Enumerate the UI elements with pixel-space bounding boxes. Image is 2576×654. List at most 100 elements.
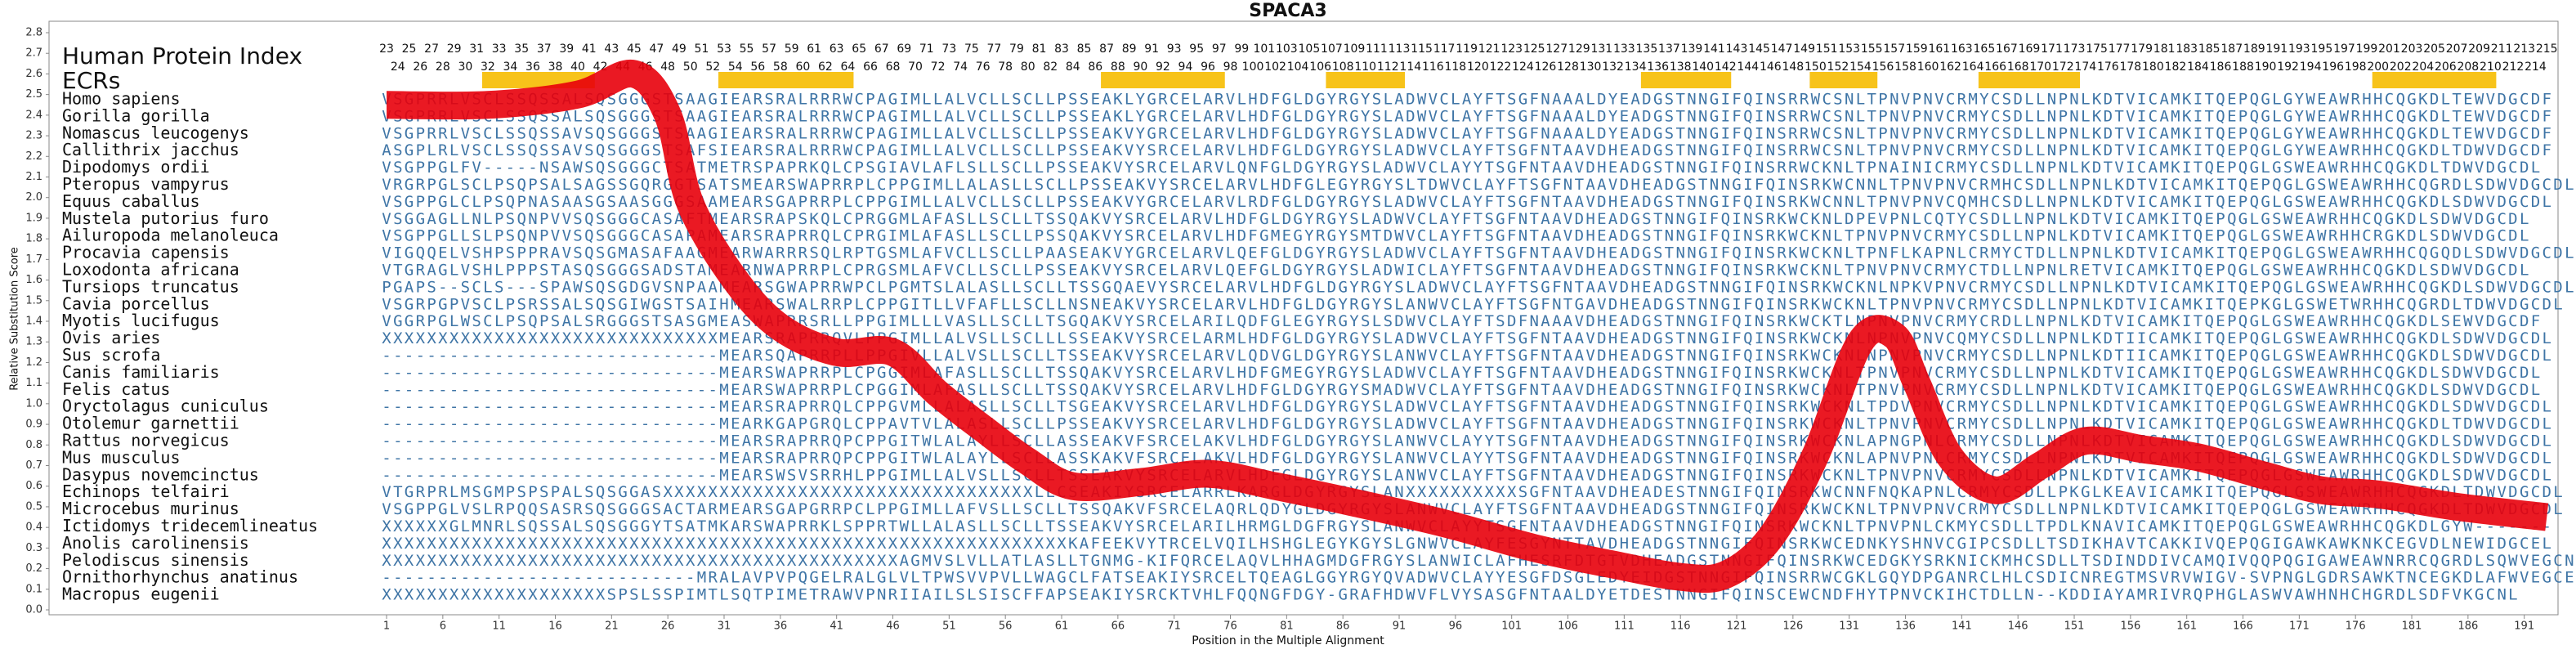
species-name: Pelodiscus sinensis [62, 550, 249, 570]
y-tick-label: 2.0 [25, 191, 42, 204]
x-tick-label: 86 [1336, 620, 1350, 633]
index-label: 86 [1088, 60, 1102, 74]
index-label: 111 [1366, 43, 1388, 56]
sequence: ------------------------------MEARSWAPRR… [382, 381, 2540, 399]
index-label: 51 [695, 43, 709, 56]
index-label: 93 [1167, 43, 1182, 56]
sequence: VSGPRRLVSCLSSQSSALSQSGGGSTSAAGIEARSRALRR… [382, 91, 2551, 109]
index-label: 206 [2435, 60, 2457, 74]
index-label: 194 [2300, 60, 2322, 74]
y-tick-label: 0.2 [25, 562, 42, 575]
index-label: 84 [1066, 60, 1080, 74]
index-label: 91 [1144, 43, 1159, 56]
index-label: 155 [1861, 43, 1883, 56]
x-tick-label: 66 [1111, 620, 1125, 633]
index-label: 40 [570, 60, 585, 74]
index-label: 173 [2064, 43, 2086, 56]
index-label: 182 [2165, 60, 2187, 74]
species-name: Loxodonta africana [62, 260, 239, 280]
y-tick-label: 1.7 [25, 253, 42, 266]
index-label: 149 [1793, 43, 1815, 56]
y-tick-label: 0.5 [25, 500, 42, 513]
x-tick-label: 106 [1558, 620, 1578, 633]
index-label: 171 [2041, 43, 2063, 56]
index-label: 30 [458, 60, 472, 74]
index-label: 166 [1984, 60, 2006, 74]
x-tick-label: 96 [1449, 620, 1463, 633]
index-label: 161 [1928, 43, 1950, 56]
species-name: Mus musculus [62, 447, 181, 467]
x-tick-label: 116 [1670, 620, 1691, 633]
x-tick-label: 136 [1895, 620, 1916, 633]
index-label: 26 [413, 60, 427, 74]
index-label: 158 [1894, 60, 1916, 74]
index-label: 33 [492, 43, 507, 56]
index-label: 147 [1771, 43, 1793, 56]
index-label: 88 [1111, 60, 1125, 74]
index-label: 79 [1009, 43, 1024, 56]
index-label: 185 [2198, 43, 2220, 56]
index-label: 105 [1299, 43, 1321, 56]
index-label: 119 [1456, 43, 1478, 56]
index-label: 67 [874, 43, 889, 56]
sequence: VGGRPGLWSCLPSQPSALSRGGGSTSASGMEASWAPRRSR… [382, 312, 2540, 330]
x-tick-label: 51 [942, 620, 956, 633]
y-tick-label: 0.3 [25, 542, 42, 554]
index-label: 69 [897, 43, 911, 56]
index-label: 81 [1032, 43, 1047, 56]
index-label: 188 [2232, 60, 2254, 74]
index-label: 115 [1411, 43, 1433, 56]
index-label: 169 [2019, 43, 2041, 56]
index-label: 109 [1344, 43, 1366, 56]
index-label: 75 [964, 43, 979, 56]
index-label: 137 [1658, 43, 1680, 56]
index-label: 56 [750, 60, 765, 74]
index-label: 165 [1974, 43, 1996, 56]
index-label: 122 [1490, 60, 1512, 74]
y-tick-label: 1.8 [25, 233, 42, 245]
species-name: Nomascus leucogenys [62, 123, 249, 142]
index-label: 213 [2513, 43, 2535, 56]
index-label: 110 [1354, 60, 1376, 74]
y-tick-label: 0.8 [25, 439, 42, 451]
ecr-label: ECRs [62, 67, 120, 94]
index-label: 174 [2074, 60, 2096, 74]
x-tick-label: 156 [2120, 620, 2140, 633]
sequence: VSGRPGPVSCLPSRSSALSQSGIWGSTSAIHMEARSWALR… [382, 295, 2562, 313]
index-label: 112 [1377, 60, 1399, 74]
index-label: 133 [1613, 43, 1635, 56]
index-label: 195 [2311, 43, 2333, 56]
index-label: 101 [1253, 43, 1275, 56]
y-tick-label: 1.0 [25, 397, 42, 410]
y-tick-label: 0.0 [25, 604, 42, 616]
index-label: 58 [773, 60, 788, 74]
x-tick-label: 151 [2064, 620, 2085, 633]
x-tick-label: 141 [1952, 620, 1972, 633]
x-tick-label: 186 [2457, 620, 2478, 633]
index-label: 77 [986, 43, 1001, 56]
x-tick-label: 36 [774, 620, 788, 633]
index-label: 180 [2142, 60, 2164, 74]
index-label: 154 [1849, 60, 1872, 74]
index-label: 208 [2457, 60, 2479, 74]
index-label: 186 [2210, 60, 2232, 74]
sequence: VSGPPGLFV-----NSAWSQSGGGCTSATMETRSPAPRKQ… [382, 159, 2540, 177]
index-label: 31 [469, 43, 484, 56]
index-label: 193 [2288, 43, 2310, 56]
index-label: 156 [1872, 60, 1894, 74]
index-label: 120 [1467, 60, 1489, 74]
index-label: 76 [976, 60, 991, 74]
index-label: 151 [1816, 43, 1838, 56]
species-name: Tursiops truncatus [62, 276, 239, 296]
sequence: ----------------------------MRALAVPVPQGE… [382, 569, 2576, 587]
index-label: 141 [1703, 43, 1725, 56]
y-tick-label: 0.9 [25, 419, 42, 431]
index-label: 98 [1223, 60, 1238, 74]
species-name: Microcebus murinus [62, 499, 239, 518]
y-tick-label: 1.1 [25, 377, 42, 389]
x-tick-label: 41 [830, 620, 843, 633]
index-label: 215 [2536, 43, 2558, 56]
index-label: 123 [1500, 43, 1523, 56]
sequence: ------------------------------MEARKGAPGR… [382, 415, 2551, 433]
index-label: 205 [2423, 43, 2445, 56]
